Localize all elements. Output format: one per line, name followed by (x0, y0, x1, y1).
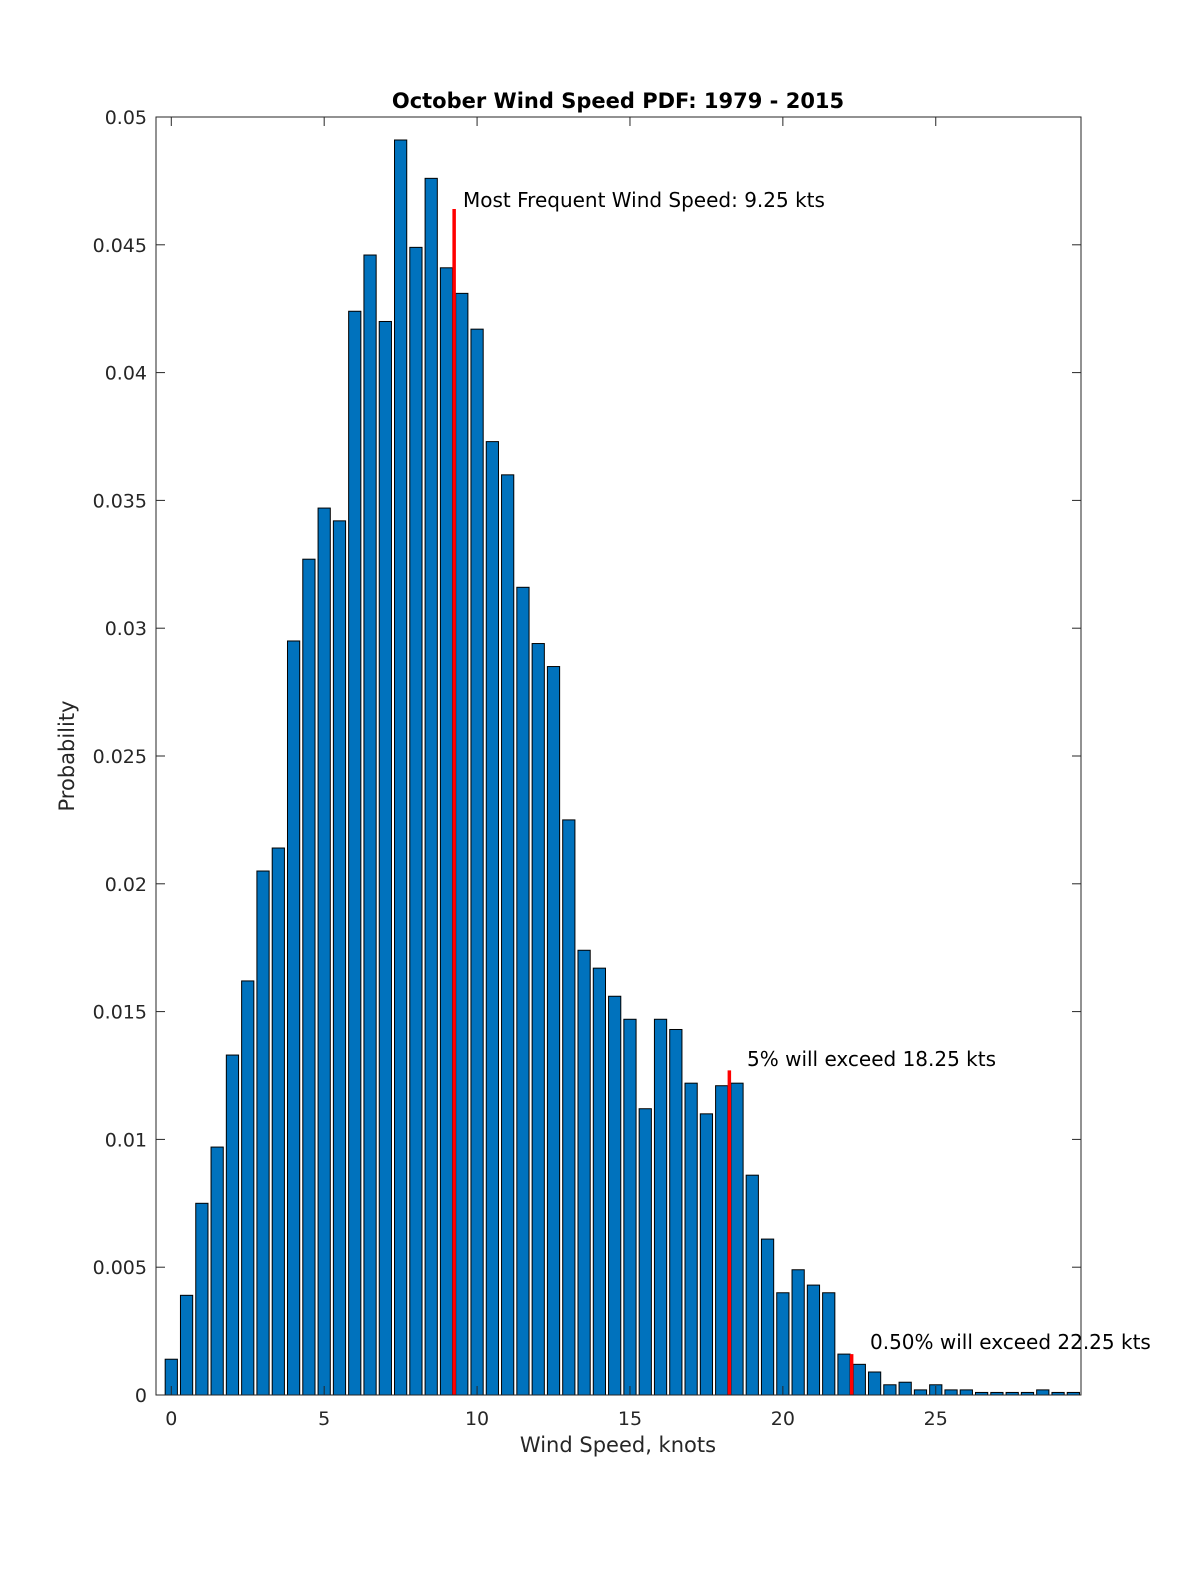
bar-15.5 (638, 1108, 652, 1396)
x-tick-label: 15 (618, 1408, 642, 1430)
bar-12 (531, 643, 545, 1396)
bar-5 (317, 507, 331, 1396)
bar-8 (409, 246, 423, 1396)
bar-6 (348, 310, 362, 1396)
bar-23 (867, 1371, 882, 1396)
bar-1.5 (210, 1146, 224, 1396)
bar-12.5 (546, 666, 561, 1396)
bar-2 (225, 1054, 240, 1396)
y-tick-label: 0.005 (93, 1257, 147, 1279)
annotation-05pct-exceed: 0.50% will exceed 22.25 kts (870, 1330, 1151, 1354)
bar-16.5 (669, 1028, 683, 1396)
bar-11 (501, 474, 515, 1396)
y-tick-label: 0.03 (105, 618, 147, 640)
bar-3 (256, 870, 270, 1396)
bar-26 (959, 1389, 973, 1396)
y-tick-label: 0 (135, 1385, 147, 1407)
bar-17 (684, 1082, 698, 1396)
bar-21.5 (822, 1292, 836, 1396)
bar-13.5 (577, 949, 591, 1396)
x-axis-label: Wind Speed, knots (520, 1433, 716, 1457)
bar-11.5 (516, 586, 530, 1396)
bar-24.5 (913, 1389, 928, 1396)
x-tick-label: 25 (924, 1408, 948, 1430)
bar-9.5 (455, 292, 469, 1396)
bar-18 (715, 1085, 729, 1396)
bar-15 (623, 1018, 637, 1396)
y-tick-label: 0.035 (93, 490, 147, 512)
bar-21 (806, 1284, 821, 1396)
bar-9 (439, 267, 454, 1396)
bar-16 (653, 1018, 668, 1396)
bar-19.5 (760, 1238, 775, 1396)
y-tick-label: 0.04 (105, 363, 147, 385)
bar-23.5 (883, 1384, 897, 1396)
bar-5.5 (332, 520, 347, 1396)
bar-14 (592, 967, 607, 1396)
bar-1 (195, 1202, 209, 1396)
x-tick-label: 5 (318, 1408, 330, 1430)
bar-20.5 (791, 1269, 805, 1396)
bar-7.5 (394, 139, 408, 1396)
ticks: 0 5 10 15 20 25 0 0.005 0.01 0.015 0.02 0.025 0.03 0.… (93, 107, 1081, 1430)
bar-10 (470, 328, 484, 1396)
bar-0.5 (179, 1294, 194, 1396)
bar-4.5 (302, 558, 316, 1396)
y-tick-label: 0.05 (105, 107, 147, 129)
chart-title: October Wind Speed PDF: 1979 - 2015 (392, 89, 844, 113)
bar-19 (745, 1174, 759, 1396)
bar-25.5 (944, 1389, 958, 1396)
bar-6.5 (363, 254, 377, 1396)
bar-7 (378, 320, 392, 1396)
marker-lines (452, 209, 854, 1395)
bar-13 (562, 819, 576, 1396)
x-tick-label: 0 (165, 1408, 177, 1430)
annotation-5pct-exceed: 5% will exceed 18.25 kts (747, 1047, 996, 1071)
y-tick-label: 0.01 (105, 1129, 147, 1151)
y-tick-label: 0.025 (93, 746, 147, 768)
bar-2.5 (241, 980, 255, 1396)
x-tick-label: 20 (771, 1408, 795, 1430)
bar-18.5 (730, 1082, 744, 1396)
bar-10.5 (485, 441, 499, 1396)
bar-28.5 (1036, 1389, 1050, 1396)
y-axis-label: Probability (55, 700, 79, 811)
bar-20 (776, 1292, 790, 1396)
bar-17.5 (699, 1113, 714, 1396)
bar-8.5 (424, 177, 438, 1396)
y-tick-label: 0.02 (105, 874, 147, 896)
y-tick-label: 0.045 (93, 235, 147, 257)
bar-22.5 (852, 1363, 866, 1396)
x-tick-label: 10 (465, 1408, 489, 1430)
bar-3.5 (271, 847, 285, 1396)
bar-4 (286, 640, 301, 1396)
annotation-most-frequent: Most Frequent Wind Speed: 9.25 kts (463, 188, 825, 212)
bar-14.5 (608, 995, 622, 1396)
bar-24 (898, 1381, 912, 1396)
y-tick-label: 0.015 (93, 1002, 147, 1024)
bar-22 (837, 1353, 851, 1396)
